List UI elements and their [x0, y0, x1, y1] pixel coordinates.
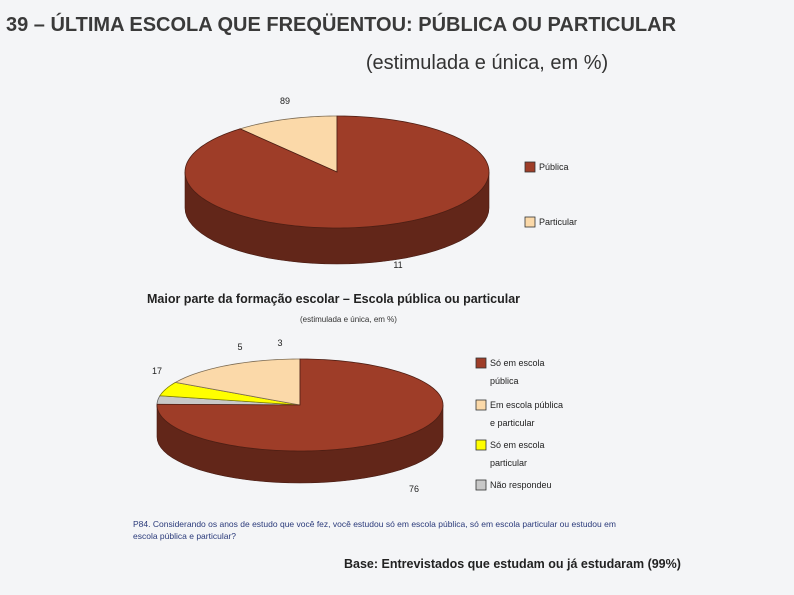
- slide-subtitle: (estimulada e única, em %): [0, 52, 752, 75]
- pie1-value-label-1: 11: [393, 260, 402, 270]
- slide-subtitle-text: (estimulada e única, em %): [365, 52, 609, 74]
- pie1-value-label-2: 89: [280, 96, 290, 106]
- legend2-swatch-1: [475, 357, 487, 369]
- pie1-slice-2: [184, 115, 490, 229]
- pie-chart-ultima-escola: 11 89: [184, 96, 490, 270]
- pie2-slice-4: [156, 358, 444, 452]
- legend2-swatch-3: [475, 439, 487, 451]
- pie-chart-formacao-escolar: 3 5 17 76: [152, 338, 444, 494]
- pie2-value-label-2: 5: [237, 342, 242, 352]
- legend-formacao-escolar: Só em escola pública Em escola pública e pa…: [475, 357, 563, 491]
- legend2-label-4: Não respondeu: [490, 480, 552, 490]
- legend1-label-1: Pública: [539, 162, 569, 172]
- pie2-value-label-1: 3: [277, 338, 282, 348]
- pie2-value-label-4: 76: [409, 484, 419, 494]
- chart2-title: Maior parte da formação escolar – Escola…: [147, 292, 520, 306]
- chart2-subtitle: (estimulada e única, em %): [300, 315, 397, 324]
- legend2-label-3-line-2: particular: [490, 458, 527, 468]
- pie2-slice-3: [174, 358, 301, 406]
- legend2-label-1-line-1: Só em escola: [490, 358, 545, 368]
- pie2-slice-2: [159, 381, 301, 406]
- legend1-swatch-2: [524, 216, 536, 228]
- legend2-label-2-line-2: e particular: [490, 418, 535, 428]
- legend2-swatch-2: [475, 399, 487, 411]
- legend2-label-2-line-1: Em escola pública: [490, 400, 563, 410]
- legend-ultima-escola: Pública Particular: [524, 161, 577, 228]
- pie2-value-label-3: 17: [152, 366, 162, 376]
- pie1-slice-1: [238, 115, 338, 173]
- question-text: P84. Considerando os anos de estudo que …: [133, 519, 616, 541]
- legend2-swatch-4: [475, 479, 487, 491]
- slide-title: 39 – ÚLTIMA ESCOLA QUE FREQÜENTOU: PÚBLI…: [6, 14, 677, 36]
- legend1-label-2: Particular: [539, 217, 577, 227]
- base-note: Base: Entrevistados que estudam ou já es…: [344, 557, 681, 571]
- legend1-swatch-1: [524, 161, 536, 173]
- legend2-label-3-line-1: Só em escola: [490, 440, 545, 450]
- legend2-label-1-line-2: pública: [490, 376, 519, 386]
